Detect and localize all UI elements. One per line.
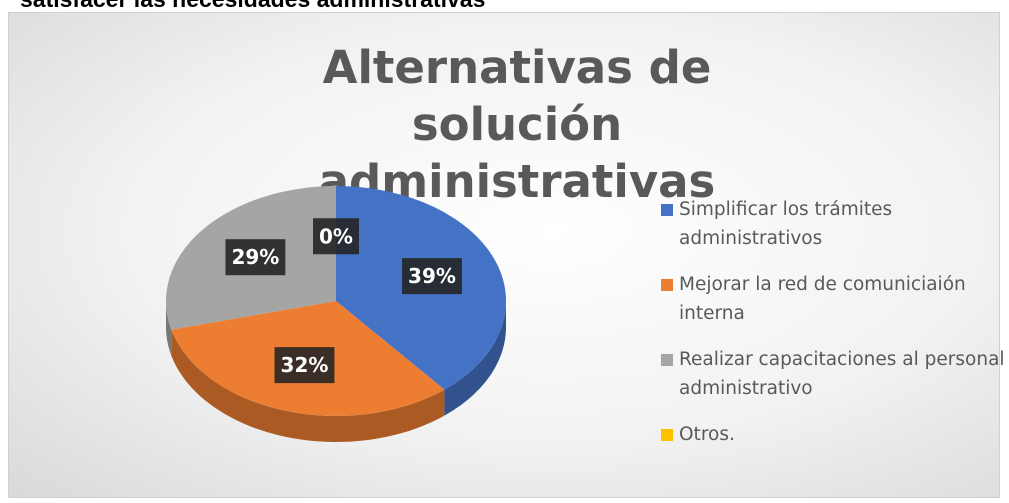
slice-side (444, 301, 506, 416)
data-label-bg (225, 239, 286, 276)
legend: Simplificar los trámites administrativos… (661, 195, 1009, 466)
data-label: 39% (408, 264, 456, 288)
pie: 39% 32% 29% 0% (166, 186, 507, 442)
data-label: 29% (231, 245, 279, 269)
caption: satisfacer las necesidades administrativ… (20, 0, 485, 13)
slice-side (171, 329, 445, 442)
data-label-bg (313, 218, 359, 255)
legend-item: Otros. (661, 420, 1009, 449)
data-label-bg (402, 258, 462, 295)
data-label: 0% (319, 224, 353, 248)
data-label: 32% (281, 353, 329, 377)
legend-label: Simplificar los trámites administrativos (679, 199, 893, 249)
legend-label: Realizar capacitaciones al personal admi… (679, 349, 1005, 399)
legend-label: Mejorar la red de comuniciaión interna (679, 274, 966, 324)
legend-swatch (661, 429, 673, 441)
legend-swatch (661, 204, 673, 216)
slice-side (166, 301, 172, 356)
legend-swatch (661, 354, 673, 366)
legend-item: Realizar capacitaciones al personal admi… (661, 345, 1009, 403)
legend-item: Mejorar la red de comuniciaión interna (661, 270, 1009, 328)
chart-area: Alternativas de solución administrativas… (8, 12, 1005, 498)
legend-swatch (661, 279, 673, 291)
legend-item: Simplificar los trámites administrativos (661, 195, 1009, 253)
legend-label: Otros. (679, 424, 735, 445)
data-label-bg (274, 347, 335, 384)
